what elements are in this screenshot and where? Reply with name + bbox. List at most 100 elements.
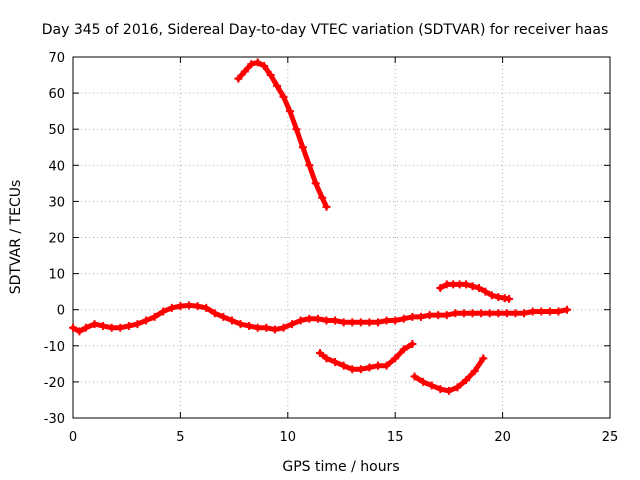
data-point — [419, 377, 428, 386]
data-point — [479, 354, 488, 363]
data-point — [90, 320, 99, 329]
data-point — [425, 311, 434, 320]
data-point — [348, 365, 357, 374]
data-point — [159, 307, 168, 316]
data-point — [266, 71, 275, 80]
data-point — [227, 316, 236, 325]
data-point — [391, 354, 400, 363]
data-point — [339, 318, 348, 327]
data-point — [150, 312, 159, 321]
data-point — [444, 386, 453, 395]
data-point — [494, 309, 503, 318]
y-tick-label: -10 — [44, 340, 65, 355]
data-point — [399, 314, 408, 323]
grid-layer — [73, 57, 610, 418]
x-axis-title: GPS time / hours — [282, 459, 399, 475]
data-point — [253, 323, 262, 332]
y-tick-label: 10 — [48, 268, 65, 283]
data-point — [434, 311, 443, 320]
data-point — [451, 309, 460, 318]
data-point — [408, 312, 417, 321]
data-point — [468, 282, 477, 291]
series-upper-right-arc — [436, 280, 514, 303]
data-point — [273, 81, 282, 90]
data-point — [339, 361, 348, 370]
data-point — [462, 376, 471, 385]
y-tick-label: -20 — [44, 376, 65, 391]
series-low-arc-2 — [410, 354, 488, 395]
data-point — [167, 303, 176, 312]
data-point — [537, 307, 546, 316]
data-point — [247, 60, 256, 69]
data-point — [382, 361, 391, 370]
data-point — [176, 302, 185, 311]
data-point — [193, 302, 202, 311]
data-point — [292, 125, 301, 134]
data-point — [262, 323, 271, 332]
data-point — [107, 323, 116, 332]
y-tick-label: 30 — [48, 195, 65, 210]
data-point — [365, 318, 374, 327]
data-point — [253, 58, 262, 67]
data-point — [474, 284, 483, 293]
data-point — [391, 316, 400, 325]
data-point — [124, 321, 133, 330]
data-point — [436, 385, 445, 394]
data-point — [453, 383, 462, 392]
data-point — [236, 320, 245, 329]
data-point — [487, 291, 496, 300]
data-point — [298, 143, 307, 152]
data-point — [313, 314, 322, 323]
data-point — [528, 307, 537, 316]
x-tick-label: 15 — [387, 430, 404, 445]
y-tick-label: 20 — [48, 232, 65, 247]
data-point — [399, 345, 408, 354]
data-point — [270, 325, 279, 334]
y-tick-label: 60 — [48, 87, 65, 102]
x-tick-label: 5 — [176, 430, 184, 445]
y-axis-title: SDTVAR / TECUs — [8, 180, 24, 295]
data-point — [442, 311, 451, 320]
data-point — [285, 107, 294, 116]
data-point — [316, 349, 325, 358]
data-point — [554, 307, 563, 316]
data-point — [410, 372, 419, 381]
data-point — [322, 316, 331, 325]
data-point — [356, 365, 365, 374]
data-point — [81, 323, 90, 332]
data-point — [99, 321, 108, 330]
data-point — [69, 323, 77, 332]
y-tick-label: 70 — [48, 51, 65, 66]
data-point — [374, 361, 383, 370]
data-point — [279, 92, 288, 101]
data-point — [133, 320, 142, 329]
data-point — [219, 312, 228, 321]
x-tick-label: 20 — [494, 430, 511, 445]
y-tick-label: 0 — [57, 304, 65, 319]
data-point — [311, 179, 320, 188]
y-tick-label: 40 — [48, 159, 65, 174]
data-point — [184, 301, 193, 310]
data-point — [481, 287, 490, 296]
data-point — [502, 309, 511, 318]
data-point — [260, 62, 269, 71]
data-point — [116, 323, 125, 332]
tick-layer: 0 5 10 15 20 25 -30 -20 -10 0 10 20 30 40 50 60 70 — [44, 51, 619, 445]
data-point — [234, 74, 243, 83]
data-point — [416, 312, 425, 321]
data-point — [470, 367, 479, 376]
x-tick-label: 25 — [602, 430, 619, 445]
data-point — [318, 193, 327, 202]
data-point — [459, 309, 468, 318]
data-point — [202, 303, 211, 312]
data-point — [462, 280, 471, 289]
data-point — [322, 354, 331, 363]
series-main-arc — [69, 301, 572, 336]
data-point — [545, 307, 554, 316]
data-point — [245, 321, 254, 330]
data-point — [477, 309, 486, 318]
data-point — [322, 202, 331, 211]
series-high-arc — [234, 58, 331, 211]
data-point — [279, 323, 288, 332]
y-tick-label: -30 — [44, 412, 65, 427]
